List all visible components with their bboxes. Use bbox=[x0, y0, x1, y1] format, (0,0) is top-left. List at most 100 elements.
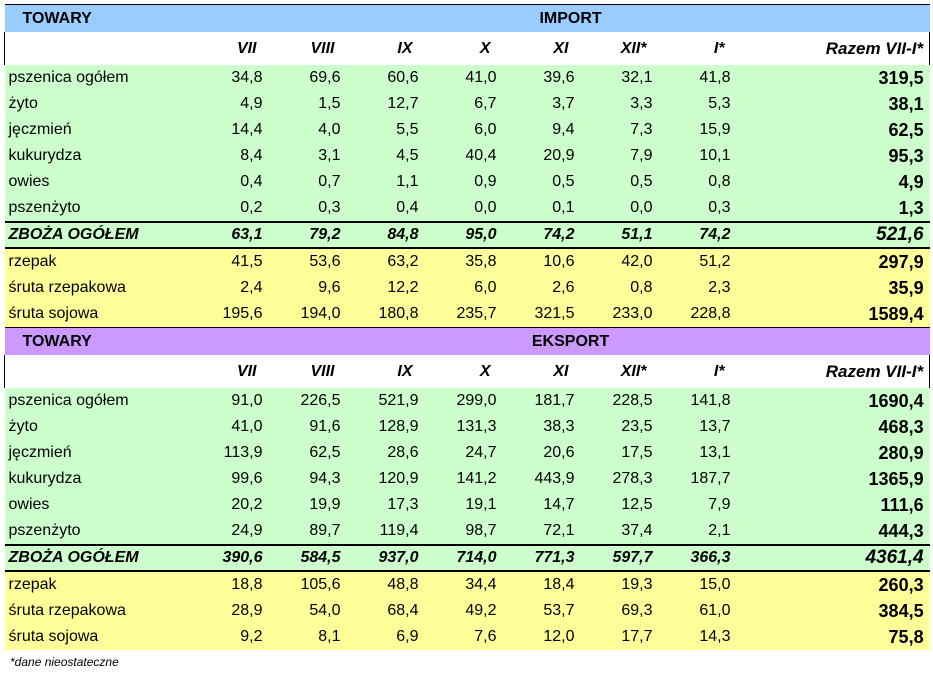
value-cell: 10,6 bbox=[522, 247, 601, 275]
sum-value-cell: 79,2 bbox=[288, 221, 367, 249]
table-row: pszenżyto 0,2 0,3 0,4 0,0 0,1 0,0 0,3 1,3 bbox=[4, 195, 930, 222]
value-cell: 20,9 bbox=[522, 143, 601, 169]
row-total: 319,5 bbox=[756, 65, 930, 91]
value-cell: 128,9 bbox=[366, 414, 445, 440]
value-cell: 91,6 bbox=[288, 414, 367, 440]
table-row: rzepak 18,8 105,6 48,8 34,4 18,4 19,3 15,0 260,3 bbox=[4, 570, 930, 598]
row-total: 1690,4 bbox=[756, 388, 930, 414]
value-cell: 0,0 bbox=[444, 195, 523, 222]
value-cell: 19,9 bbox=[288, 492, 367, 518]
value-cell: 5,3 bbox=[678, 91, 757, 117]
value-cell: 37,4 bbox=[600, 518, 679, 545]
total-column-header: Razem VII-I* bbox=[756, 355, 931, 388]
month-header: VII bbox=[210, 32, 289, 65]
value-cell: 68,4 bbox=[366, 598, 445, 624]
value-cell: 0,4 bbox=[366, 195, 445, 222]
table-row: owies 0,4 0,7 1,1 0,9 0,5 0,5 0,8 4,9 bbox=[4, 169, 930, 195]
row-total: 1589,4 bbox=[756, 301, 930, 328]
commodity-name: jęczmień bbox=[4, 440, 211, 466]
value-cell: 41,0 bbox=[444, 65, 523, 91]
value-cell: 91,0 bbox=[210, 388, 289, 414]
trade-sheet: TOWARY IMPORT VII VIII IX X XI XII* I* Razem VII-… bbox=[4, 4, 931, 650]
sum-value-cell: 937,0 bbox=[366, 544, 445, 572]
eksport-header: TOWARY EKSPORT bbox=[4, 327, 930, 355]
table-row: pszenica ogółem 91,0 226,5 521,9 299,0 181,7 2… bbox=[4, 388, 930, 414]
value-cell: 7,9 bbox=[600, 143, 679, 169]
value-cell: 2,6 bbox=[522, 275, 601, 301]
month-header: VIII bbox=[288, 32, 367, 65]
value-cell: 20,2 bbox=[210, 492, 289, 518]
month-header: I* bbox=[678, 32, 757, 65]
value-cell: 41,5 bbox=[210, 247, 289, 275]
table-row: żyto 4,9 1,5 12,7 6,7 3,7 3,3 5,3 38,1 bbox=[4, 91, 930, 117]
value-cell: 119,4 bbox=[366, 518, 445, 545]
table-row: śruta rzepakowa 2,4 9,6 12,2 6,0 2,6 0,8 2,3 35,… bbox=[4, 275, 930, 301]
row-total: 468,3 bbox=[756, 414, 930, 440]
value-cell: 48,8 bbox=[366, 570, 445, 598]
value-cell: 299,0 bbox=[444, 388, 523, 414]
table-row: pszenica ogółem 34,8 69,6 60,6 41,0 39,6 32,1 4… bbox=[4, 65, 930, 91]
commodity-name: pszenica ogółem bbox=[4, 65, 211, 91]
value-cell: 19,3 bbox=[600, 570, 679, 598]
section-title: IMPORT bbox=[210, 4, 930, 32]
value-cell: 69,3 bbox=[600, 598, 679, 624]
value-cell: 0,5 bbox=[522, 169, 601, 195]
sum-value-cell: 390,6 bbox=[210, 544, 289, 572]
value-cell: 6,0 bbox=[444, 275, 523, 301]
value-cell: 233,0 bbox=[600, 301, 679, 328]
value-cell: 35,8 bbox=[444, 247, 523, 275]
sum-value-cell: 771,3 bbox=[522, 544, 601, 572]
value-cell: 53,6 bbox=[288, 247, 367, 275]
value-cell: 12,5 bbox=[600, 492, 679, 518]
value-cell: 42,0 bbox=[600, 247, 679, 275]
value-cell: 62,5 bbox=[288, 440, 367, 466]
sum-value-cell: 51,1 bbox=[600, 221, 679, 249]
sum-value-cell: 584,5 bbox=[288, 544, 367, 572]
value-cell: 113,9 bbox=[210, 440, 289, 466]
value-cell: 14,7 bbox=[522, 492, 601, 518]
month-header: XII* bbox=[600, 32, 679, 65]
import-header: TOWARY IMPORT bbox=[4, 4, 930, 32]
month-header: X bbox=[444, 32, 523, 65]
value-cell: 105,6 bbox=[288, 570, 367, 598]
value-cell: 49,2 bbox=[444, 598, 523, 624]
row-total: 297,9 bbox=[756, 247, 930, 275]
value-cell: 41,8 bbox=[678, 65, 757, 91]
value-cell: 181,7 bbox=[522, 388, 601, 414]
value-cell: 98,7 bbox=[444, 518, 523, 545]
value-cell: 17,5 bbox=[600, 440, 679, 466]
value-cell: 12,7 bbox=[366, 91, 445, 117]
table-row: śruta sojowa 9,2 8,1 6,9 7,6 12,0 17,7 14,3 75,8 bbox=[4, 624, 930, 650]
value-cell: 0,4 bbox=[210, 169, 289, 195]
commodity-name: śruta rzepakowa bbox=[4, 598, 211, 624]
row-total: 4,9 bbox=[756, 169, 930, 195]
commodity-name: rzepak bbox=[4, 247, 211, 275]
value-cell: 1,1 bbox=[366, 169, 445, 195]
sum-value-cell: 74,2 bbox=[522, 221, 601, 249]
import-grain-total-row: ZBOŻA OGÓŁEM 63,1 79,2 84,8 95,0 74,2 51,1 74,2… bbox=[4, 221, 930, 249]
value-cell: 61,0 bbox=[678, 598, 757, 624]
value-cell: 89,7 bbox=[288, 518, 367, 545]
value-cell: 3,1 bbox=[288, 143, 367, 169]
value-cell: 7,9 bbox=[678, 492, 757, 518]
value-cell: 28,6 bbox=[366, 440, 445, 466]
value-cell: 180,8 bbox=[366, 301, 445, 328]
table-row: jęczmień 113,9 62,5 28,6 24,7 20,6 17,5 13,1 280… bbox=[4, 440, 930, 466]
sum-value-cell: 74,2 bbox=[678, 221, 757, 249]
row-total: 280,9 bbox=[756, 440, 930, 466]
value-cell: 195,6 bbox=[210, 301, 289, 328]
value-cell: 0,3 bbox=[678, 195, 757, 222]
row-total: 95,3 bbox=[756, 143, 930, 169]
value-cell: 34,8 bbox=[210, 65, 289, 91]
value-cell: 8,1 bbox=[288, 624, 367, 650]
value-cell: 94,3 bbox=[288, 466, 367, 492]
value-cell: 1,5 bbox=[288, 91, 367, 117]
value-cell: 69,6 bbox=[288, 65, 367, 91]
row-total: 260,3 bbox=[756, 570, 930, 598]
value-cell: 3,7 bbox=[522, 91, 601, 117]
commodity-name: śruta sojowa bbox=[4, 624, 211, 650]
value-cell: 17,7 bbox=[600, 624, 679, 650]
value-cell: 12,2 bbox=[366, 275, 445, 301]
value-cell: 34,4 bbox=[444, 570, 523, 598]
sum-value-cell: 366,3 bbox=[678, 544, 757, 572]
